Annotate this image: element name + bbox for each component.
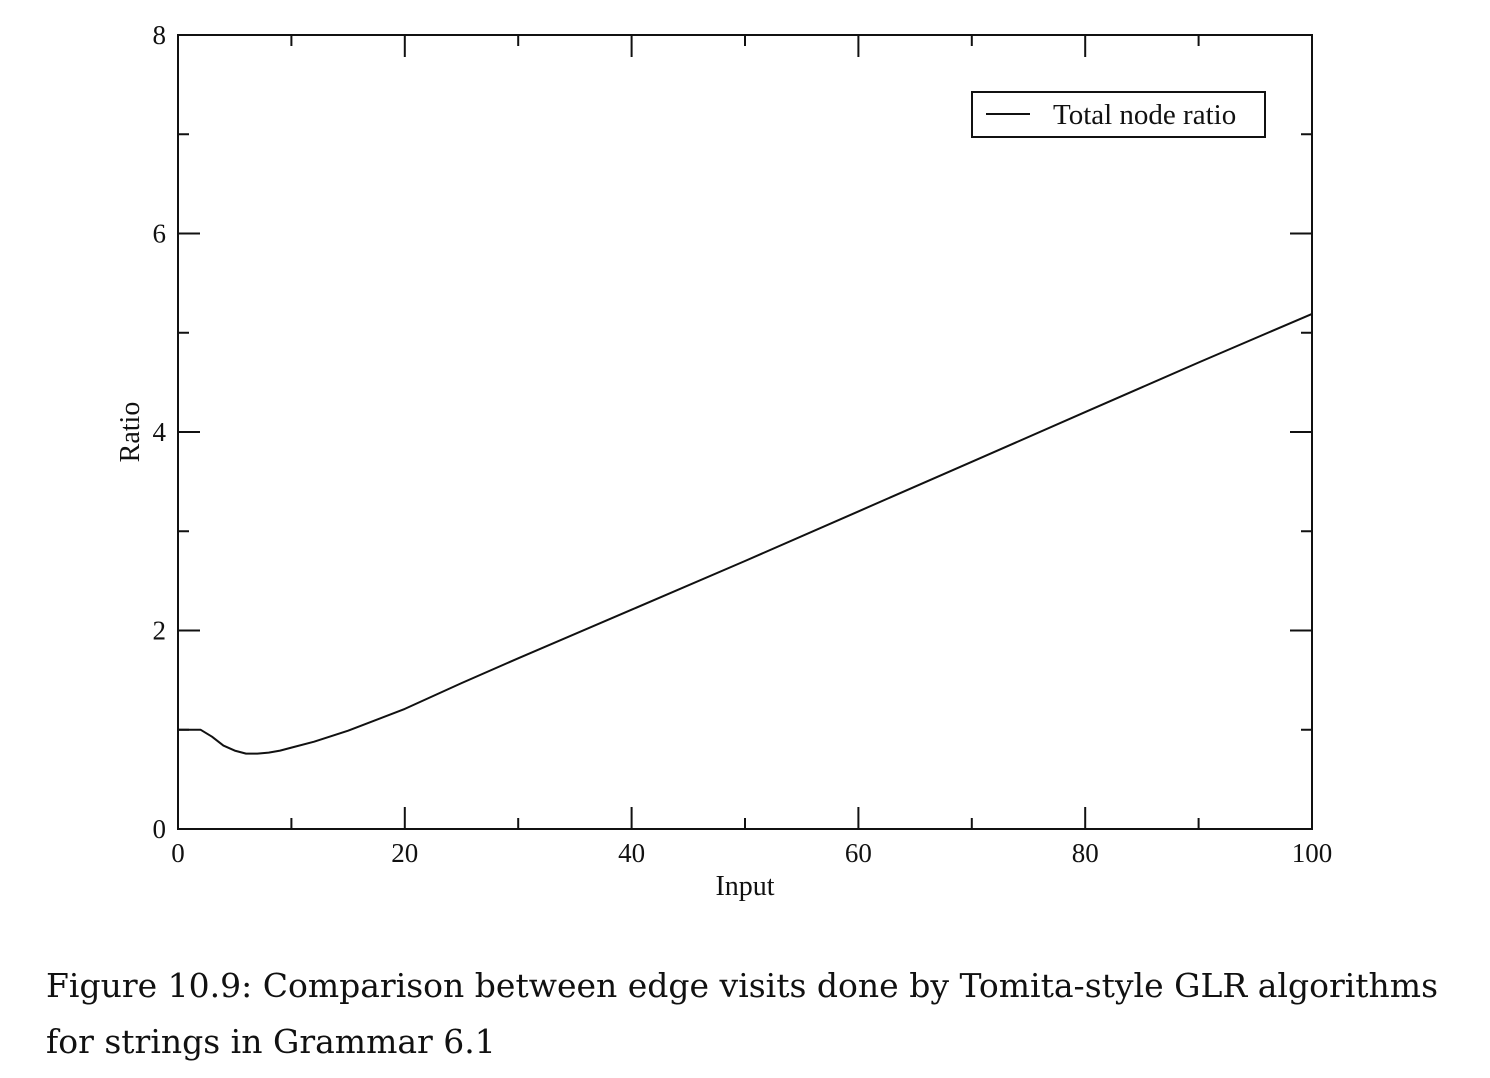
legend: Total node ratio [971, 91, 1266, 138]
x-tick-label: 100 [1292, 838, 1333, 868]
x-tick-label: 80 [1072, 838, 1099, 868]
caption-line-2: for strings in Grammar 6.1 [46, 1022, 496, 1061]
y-tick-label: 8 [153, 20, 167, 50]
x-tick-label: 40 [618, 838, 645, 868]
y-tick-label: 0 [153, 814, 167, 844]
y-tick-label: 2 [153, 616, 167, 646]
y-tick-label: 6 [153, 219, 167, 249]
x-tick-label: 20 [391, 838, 418, 868]
axis-ticks [177, 34, 1313, 830]
tick-labels: 0 20 40 60 80 100 0 2 4 6 8 [153, 20, 1333, 868]
x-tick-label: 60 [845, 838, 872, 868]
figure-caption: Figure 10.9: Comparison between edge vis… [46, 958, 1446, 1070]
y-axis-label: Ratio [115, 402, 146, 463]
caption-line-1: Figure 10.9: Comparison between edge vis… [46, 966, 1439, 1005]
legend-label: Total node ratio [1053, 99, 1236, 131]
x-axis-label: Input [715, 871, 774, 902]
x-tick-label: 0 [171, 838, 185, 868]
series-line-total-node-ratio [178, 312, 1313, 755]
chart: 0 20 40 60 80 100 0 2 4 6 8 Input Ratio Total node… [115, 20, 1333, 902]
y-tick-label: 4 [153, 417, 167, 447]
plot-frame [177, 34, 1313, 830]
